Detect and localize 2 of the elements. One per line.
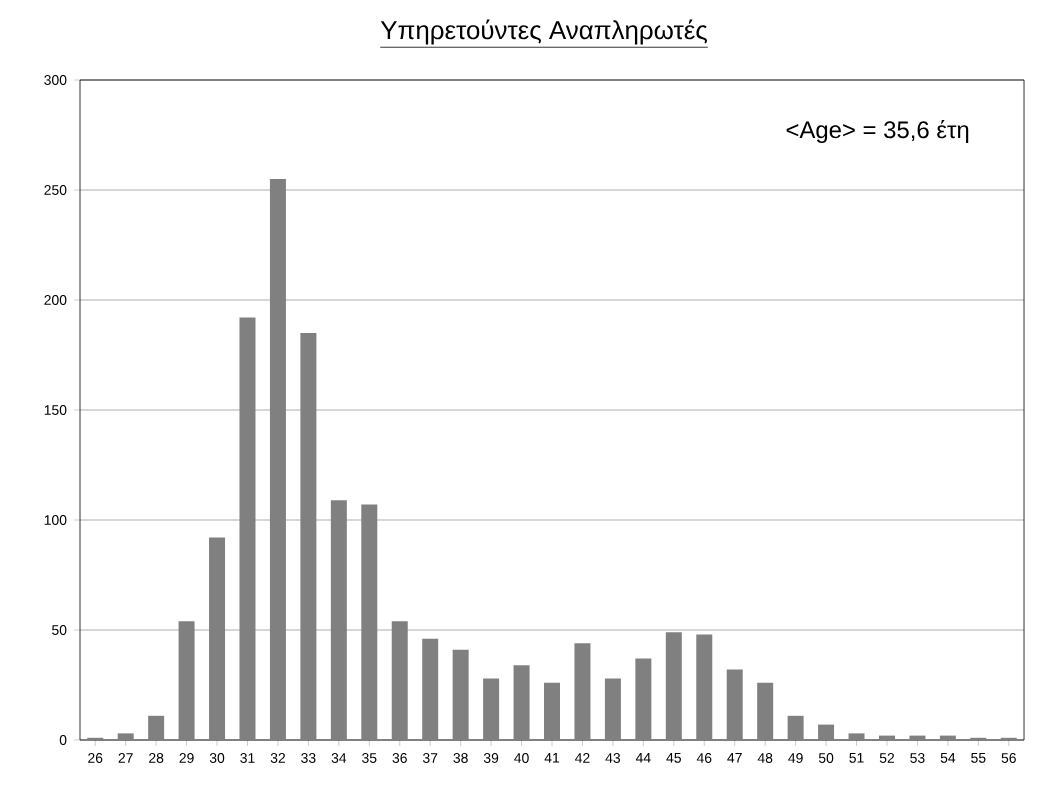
chart-title: Υπηρετούντες Αναπληρωτές (380, 19, 707, 45)
annotation: <Age> = 35,6 έτη (786, 120, 969, 144)
